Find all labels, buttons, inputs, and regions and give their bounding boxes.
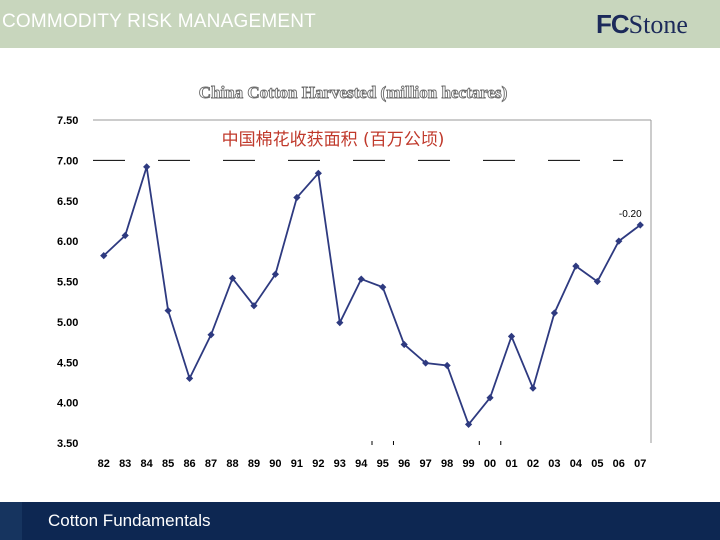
y-tick-label: 4.00 xyxy=(57,398,78,410)
y-tick-label: 7.50 xyxy=(57,115,78,127)
x-tick-label: 92 xyxy=(312,458,324,470)
data-point xyxy=(550,309,559,317)
x-tick-label: 98 xyxy=(441,458,453,470)
chart-axes xyxy=(93,119,652,445)
x-tick-label: 05 xyxy=(591,458,603,470)
data-point xyxy=(143,163,151,171)
x-tick-label: 84 xyxy=(141,458,154,470)
data-point xyxy=(121,231,129,240)
x-tick-label: 86 xyxy=(183,458,195,470)
data-point xyxy=(314,169,322,177)
data-point xyxy=(636,221,644,229)
x-tick-label: 06 xyxy=(613,458,625,470)
fcstone-logo: FCStone xyxy=(596,8,688,40)
x-tick-label: 03 xyxy=(548,458,560,470)
x-tick-label: 96 xyxy=(398,458,410,470)
data-point xyxy=(250,302,258,310)
x-tick-label: 82 xyxy=(98,458,110,470)
data-point xyxy=(336,319,344,327)
data-point xyxy=(486,394,494,402)
x-tick-label: 88 xyxy=(226,458,238,470)
x-tick-label: 99 xyxy=(462,458,474,470)
data-point xyxy=(400,340,408,349)
data-point xyxy=(443,361,451,370)
x-tick-label: 95 xyxy=(377,458,389,470)
data-point xyxy=(464,420,473,429)
x-tick-label: 02 xyxy=(527,458,539,470)
x-tick-label: 90 xyxy=(269,458,281,470)
data-point xyxy=(100,252,108,260)
data-point xyxy=(529,384,537,392)
x-tick-label: 87 xyxy=(205,458,217,470)
data-point xyxy=(615,237,623,245)
data-point xyxy=(164,306,172,315)
x-tick-label: 93 xyxy=(334,458,346,470)
data-point xyxy=(422,359,430,367)
chart-subtitle: 中国棉花收获面积 (百万公顷) xyxy=(222,130,445,150)
x-tick-label: 85 xyxy=(162,458,174,470)
data-point xyxy=(507,332,516,341)
y-tick-label: 4.50 xyxy=(57,357,78,369)
x-tick-label: 00 xyxy=(484,458,496,470)
chart-labels: 7.50 7.00 6.50 6.00 5.50 5.00 4.50 4.00 3.50 82 83… xyxy=(57,115,646,470)
data-point xyxy=(207,331,215,339)
header-title: COMMODITY RISK MANAGEMENT xyxy=(2,11,316,32)
x-tick-label: 91 xyxy=(291,458,303,470)
line-chart: China Cotton Harvested (million hectares… xyxy=(57,83,652,470)
x-tick-label: 83 xyxy=(119,458,131,470)
x-tick-label: 01 xyxy=(505,458,517,470)
x-tick-label: 97 xyxy=(420,458,432,470)
chart-title: China Cotton Harvested (million hectares… xyxy=(199,83,508,102)
y-tick-label: 5.00 xyxy=(57,317,78,329)
series-line xyxy=(103,166,641,427)
data-point xyxy=(379,283,387,291)
y-tick-label: 7.00 xyxy=(57,155,78,167)
y-tick-label: 6.50 xyxy=(57,196,78,208)
footer-bar: Cotton Fundamentals xyxy=(0,502,720,540)
data-point xyxy=(593,277,601,286)
y-tick-label: 6.00 xyxy=(57,236,78,248)
data-point xyxy=(293,193,301,202)
data-point xyxy=(357,275,365,283)
y-tick-label: 3.50 xyxy=(57,438,78,450)
logo-suffix: Stone xyxy=(628,10,688,39)
x-tick-label: 07 xyxy=(634,458,646,470)
data-label: -0.20 xyxy=(619,209,642,220)
x-tick-label: 89 xyxy=(248,458,260,470)
y-tick-label: 5.50 xyxy=(57,277,78,289)
footer-title: Cotton Fundamentals xyxy=(48,511,211,530)
chart-series xyxy=(100,163,644,429)
x-tick-label: 94 xyxy=(355,458,368,470)
data-point xyxy=(185,374,194,382)
x-tick-label: 04 xyxy=(570,458,583,470)
logo-prefix: FC xyxy=(596,9,630,39)
footer-stripe xyxy=(0,502,22,540)
header-bar: COMMODITY RISK MANAGEMENT FCStone xyxy=(0,0,720,48)
